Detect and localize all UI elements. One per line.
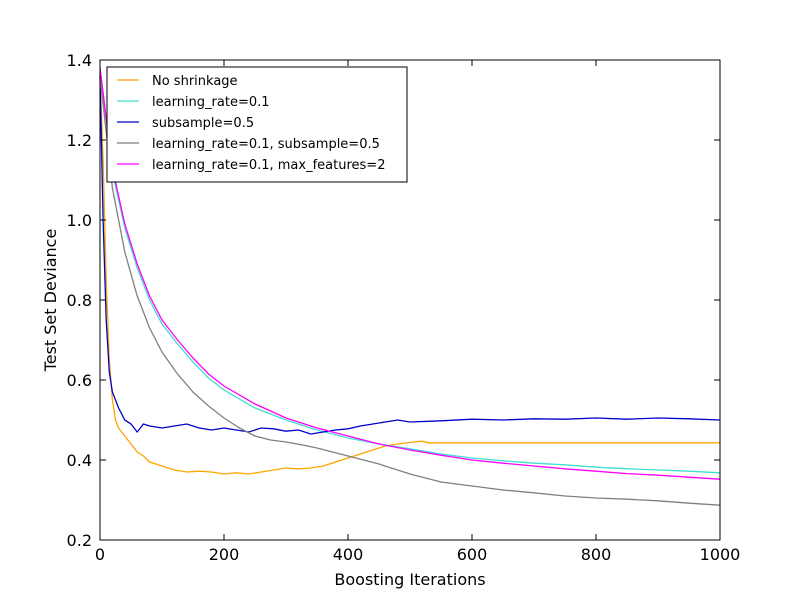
- legend-entry-label: No shrinkage: [152, 74, 238, 89]
- series-line-4: [99, 67, 721, 480]
- x-tick-label: 0: [95, 545, 105, 564]
- legend-entry-label: learning_rate=0.1, subsample=0.5: [152, 137, 380, 152]
- x-tick-label: 800: [581, 545, 612, 564]
- legend-box: [106, 66, 408, 183]
- series-layer: [99, 67, 721, 506]
- x-tick-label: 600: [457, 545, 488, 564]
- axes-layer: 0 200 400 600 800 1000 0.2 0.4 0.6 0.8 1.0 1.2 1.4: [67, 51, 741, 564]
- y-tick-label: 1.4: [67, 51, 92, 70]
- series-line-0: [99, 75, 720, 475]
- legend-entry-label: learning_rate=0.1, max_features=2: [152, 158, 385, 173]
- series-line-1: [99, 67, 721, 474]
- series-line-2: [99, 75, 721, 435]
- y-tick-label: 0.4: [67, 451, 92, 470]
- legend: No shrinkage learning_rate=0.1 subsample=0…: [106, 66, 408, 183]
- series-line-3: [99, 75, 721, 506]
- x-tick-label: 200: [209, 545, 240, 564]
- y-tick-label: 0.2: [67, 531, 92, 550]
- y-tick-label: 0.8: [67, 291, 92, 310]
- y-tick-label: 1.2: [67, 131, 92, 150]
- legend-entry-label: learning_rate=0.1: [152, 95, 270, 110]
- x-tick-label: 400: [333, 545, 364, 564]
- y-tick-label: 1.0: [67, 211, 92, 230]
- x-axis-label: Boosting Iterations: [334, 570, 485, 589]
- legend-entry-label: subsample=0.5: [152, 116, 254, 131]
- y-axis-label: Test Set Deviance: [41, 229, 60, 373]
- x-tick-label: 1000: [700, 545, 741, 564]
- y-tick-label: 0.6: [67, 371, 92, 390]
